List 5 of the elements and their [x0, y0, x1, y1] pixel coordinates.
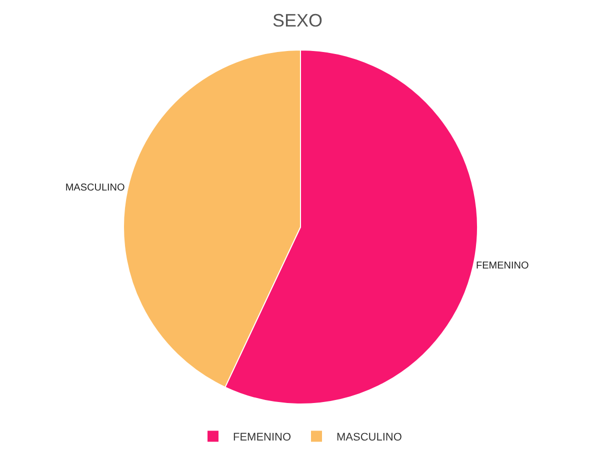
slice-label: FEMENINO — [476, 260, 529, 272]
legend-label: MASCULINO — [336, 431, 402, 444]
legend-label: FEMENINO — [233, 431, 292, 444]
chart-title: SEXO — [272, 10, 323, 30]
slice-label: MASCULINO — [65, 182, 126, 194]
